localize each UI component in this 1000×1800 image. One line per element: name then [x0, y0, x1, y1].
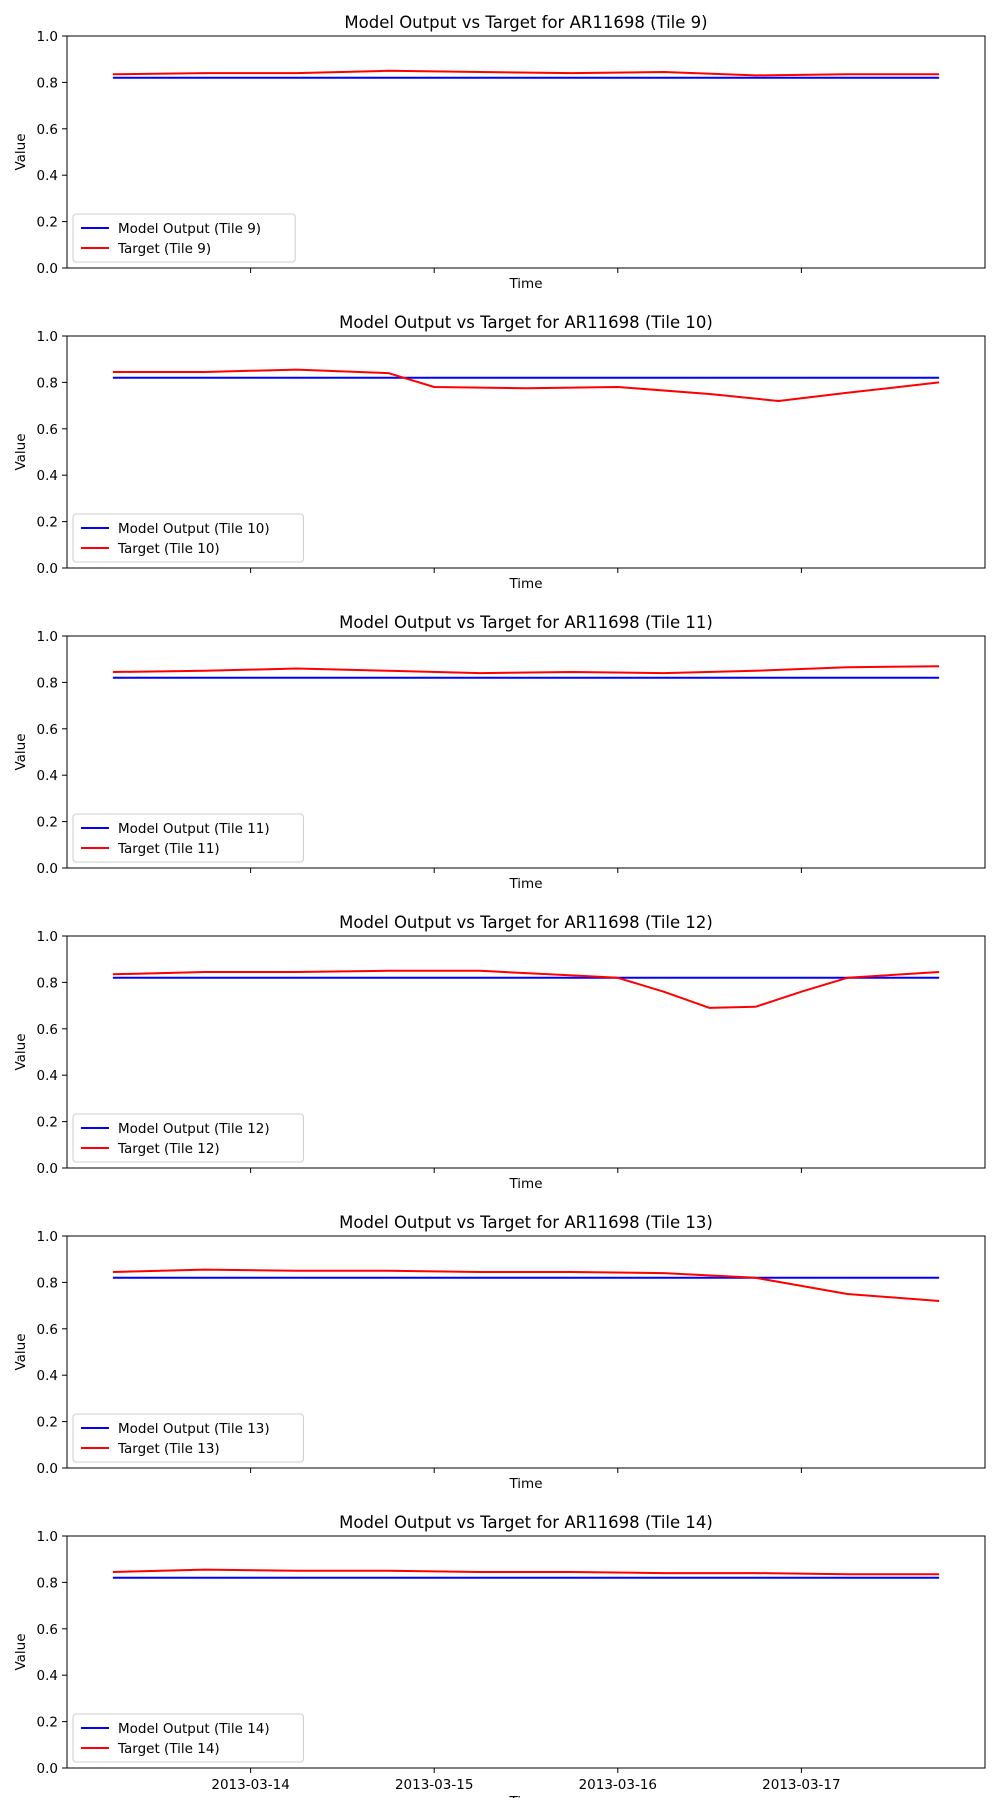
- x-tick-label: 2013-03-15: [395, 1777, 473, 1793]
- y-tick-label: 0.0: [37, 1461, 58, 1477]
- y-axis-label: Value: [13, 1633, 29, 1670]
- y-tick-label: 0.8: [37, 1275, 58, 1291]
- chart-panel-2: Model Output vs Target for AR11698 (Tile…: [13, 613, 986, 892]
- chart-panel-5: Model Output vs Target for AR11698 (Tile…: [13, 1513, 986, 1798]
- axes-frame: [66, 1235, 986, 1469]
- y-tick-label: 1.0: [37, 1529, 58, 1545]
- legend-entry: Model Output (Tile 10): [118, 521, 270, 537]
- chart-panel-0: Model Output vs Target for AR11698 (Tile…: [13, 13, 986, 292]
- legend-entry: Target (Tile 11): [117, 841, 220, 857]
- x-tick-label: 2013-03-14: [211, 1777, 289, 1793]
- y-tick-label: 0.2: [37, 815, 58, 831]
- y-tick-label: 0.4: [37, 1668, 58, 1684]
- series-line-1: [112, 969, 940, 1009]
- x-axis-label: Time: [508, 876, 542, 892]
- y-tick-label: 0.6: [37, 1322, 58, 1338]
- axes-frame: [66, 635, 986, 869]
- axes-frame: [66, 35, 986, 269]
- y-tick-label: 0.2: [37, 215, 58, 231]
- y-tick-label: 0.0: [37, 1161, 58, 1177]
- y-tick-label: 0.6: [37, 122, 58, 138]
- x-tick-label: 2013-03-17: [762, 1777, 840, 1793]
- chart-panel-4: Model Output vs Target for AR11698 (Tile…: [13, 1213, 986, 1492]
- x-axis-label: Time: [508, 1794, 542, 1798]
- legend: [72, 213, 296, 263]
- y-tick-label: 0.4: [37, 768, 58, 784]
- y-tick-label: 0.6: [37, 1622, 58, 1638]
- chart-title: Model Output vs Target for AR11698 (Tile…: [339, 613, 713, 632]
- y-tick-label: 0.4: [37, 468, 58, 484]
- legend-entry: Target (Tile 12): [117, 1141, 220, 1157]
- chart-panel-1: Model Output vs Target for AR11698 (Tile…: [13, 313, 986, 592]
- y-tick-label: 0.4: [37, 1068, 58, 1084]
- axes-frame: [66, 335, 986, 569]
- y-tick-label: 0.8: [37, 375, 58, 391]
- legend-entry: Model Output (Tile 11): [118, 821, 270, 837]
- legend: [72, 1113, 304, 1163]
- y-tick-label: 0.0: [37, 1761, 58, 1777]
- y-tick-label: 0.4: [37, 1368, 58, 1384]
- chart-title: Model Output vs Target for AR11698 (Tile…: [339, 313, 713, 332]
- y-tick-label: 0.6: [37, 422, 58, 438]
- legend-entry: Model Output (Tile 12): [118, 1121, 270, 1137]
- x-tick-label: 2013-03-16: [579, 1777, 657, 1793]
- y-tick-label: 0.2: [37, 1715, 58, 1731]
- legend-entry: Target (Tile 14): [117, 1741, 220, 1757]
- chart-title: Model Output vs Target for AR11698 (Tile…: [339, 913, 713, 932]
- y-tick-label: 1.0: [37, 1229, 58, 1245]
- legend-entry: Model Output (Tile 9): [118, 221, 261, 237]
- y-tick-label: 0.0: [37, 861, 58, 877]
- chart-panel-3: Model Output vs Target for AR11698 (Tile…: [13, 913, 986, 1192]
- y-axis-label: Value: [13, 433, 29, 470]
- y-tick-label: 0.2: [37, 515, 58, 531]
- y-axis-label: Value: [13, 733, 29, 770]
- series-line-1: [112, 665, 940, 675]
- y-tick-label: 0.4: [37, 168, 58, 184]
- legend-entry: Target (Tile 10): [117, 541, 220, 557]
- y-tick-label: 0.2: [37, 1115, 58, 1131]
- x-axis-label: Time: [508, 1476, 542, 1492]
- y-tick-label: 0.2: [37, 1415, 58, 1431]
- legend-entry: Model Output (Tile 13): [118, 1421, 270, 1437]
- y-tick-label: 0.8: [37, 675, 58, 691]
- y-axis-label: Value: [13, 133, 29, 170]
- x-axis-label: Time: [508, 276, 542, 292]
- legend-entry: Target (Tile 9): [117, 241, 211, 257]
- series-line-1: [112, 1268, 940, 1302]
- chart-title: Model Output vs Target for AR11698 (Tile…: [344, 13, 707, 32]
- y-tick-label: 1.0: [37, 929, 58, 945]
- legend-entry: Model Output (Tile 14): [118, 1721, 270, 1737]
- legend: [72, 1713, 304, 1763]
- y-tick-label: 1.0: [37, 629, 58, 645]
- y-tick-label: 1.0: [37, 29, 58, 45]
- y-tick-label: 0.8: [37, 75, 58, 91]
- legend: [72, 813, 304, 863]
- y-tick-label: 0.8: [37, 975, 58, 991]
- y-tick-label: 0.0: [37, 261, 58, 277]
- x-axis-label: Time: [508, 1176, 542, 1192]
- axes-frame: [66, 1535, 986, 1769]
- legend: [72, 1413, 304, 1463]
- series-line-1: [112, 368, 940, 402]
- series-line-1: [112, 1568, 940, 1576]
- legend-entry: Target (Tile 13): [117, 1441, 220, 1457]
- y-tick-label: 0.0: [37, 561, 58, 577]
- axes-frame: [66, 935, 986, 1169]
- chart-title: Model Output vs Target for AR11698 (Tile…: [339, 1513, 713, 1532]
- y-tick-label: 0.8: [37, 1575, 58, 1591]
- y-axis-label: Value: [13, 1033, 29, 1070]
- y-tick-label: 1.0: [37, 329, 58, 345]
- chart-title: Model Output vs Target for AR11698 (Tile…: [339, 1213, 713, 1232]
- x-axis-label: Time: [508, 576, 542, 592]
- y-tick-label: 0.6: [37, 722, 58, 738]
- series-line-1: [112, 69, 940, 77]
- y-axis-label: Value: [13, 1333, 29, 1370]
- y-tick-label: 0.6: [37, 1022, 58, 1038]
- legend: [72, 513, 304, 563]
